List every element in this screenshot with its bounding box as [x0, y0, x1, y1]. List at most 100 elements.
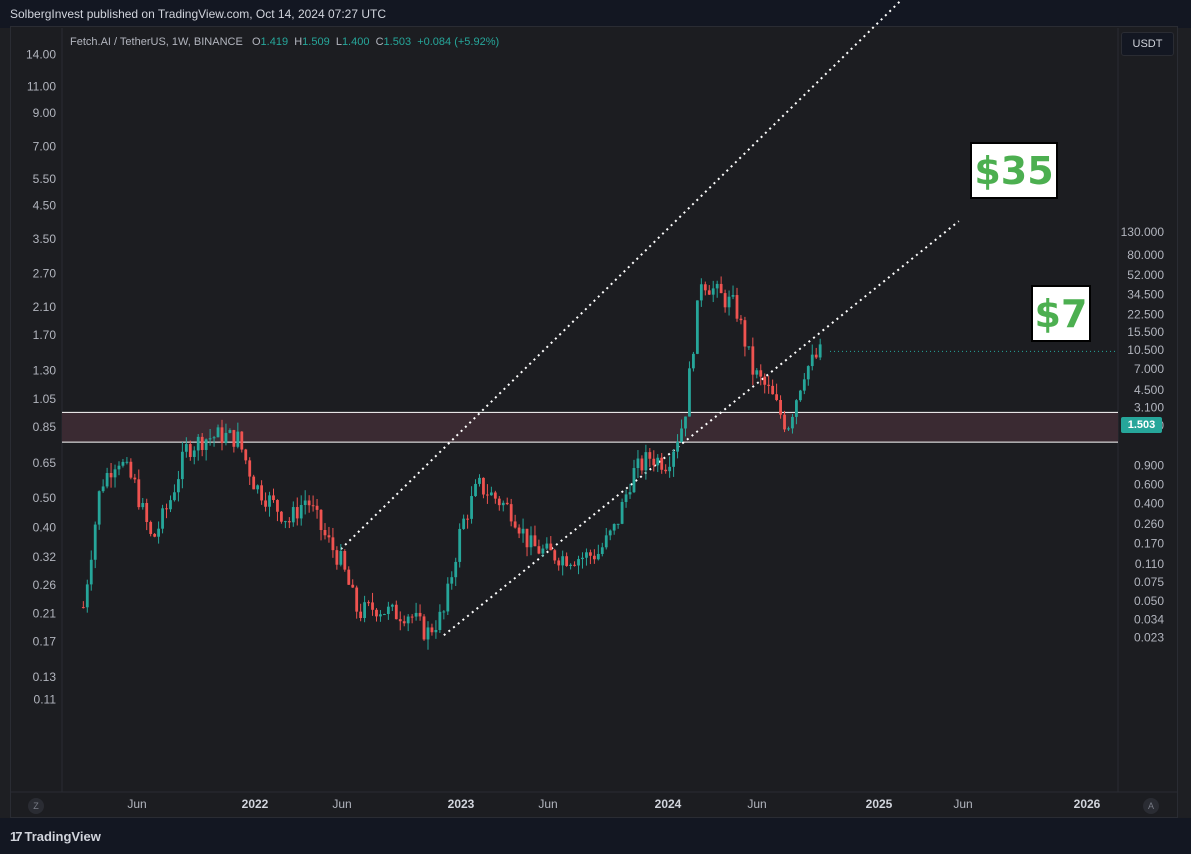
candle-body [379, 614, 382, 617]
legend-high: 1.509 [302, 36, 330, 48]
candle-body [739, 318, 743, 321]
left-axis-tick-label: 0.40 [33, 521, 57, 535]
time-axis-tick-label: 2025 [866, 797, 893, 811]
publisher-text: SolbergInvest published on TradingView.c… [10, 7, 387, 21]
candle-body [264, 500, 267, 507]
candle-body [775, 394, 779, 400]
candle-body [422, 616, 426, 640]
candle-body [125, 461, 129, 463]
candle-body [537, 546, 541, 554]
candle-body [220, 427, 224, 443]
tradingview-logo-icon: 17 [10, 828, 23, 844]
candle-body [632, 468, 636, 493]
left-axis-tick-label: 14.00 [26, 47, 56, 61]
tradingview-logo[interactable]: 17 TradingView [10, 828, 101, 844]
candle-body [109, 473, 113, 478]
candle-body [386, 606, 390, 615]
candle-body [299, 504, 303, 519]
time-axis-tick-label: 2026 [1074, 797, 1101, 811]
candle-body [97, 491, 101, 525]
candle-body [814, 354, 818, 358]
candle-body [430, 627, 434, 633]
candle-body [779, 399, 782, 415]
candle-body [347, 569, 351, 585]
candle-body [117, 465, 121, 470]
candle-body [616, 523, 620, 525]
left-axis-tick-label: 0.17 [33, 634, 57, 648]
candle-body [169, 500, 172, 510]
candle-body [311, 505, 315, 507]
candle-body [640, 458, 644, 471]
right-axis-tick-label: 130.000 [1121, 225, 1165, 239]
candle-body [335, 550, 339, 565]
candle-body [505, 502, 509, 505]
candle-body [363, 602, 367, 619]
candle-body [295, 507, 299, 519]
candle-body [434, 629, 438, 633]
candle-body [755, 370, 759, 375]
left-axis-tick-label: 0.65 [33, 456, 57, 470]
candle-body [260, 485, 264, 501]
candle-body [699, 284, 703, 301]
candle-body [474, 483, 477, 497]
candle-body [232, 430, 236, 447]
candle-body [224, 432, 228, 443]
candle-body [244, 449, 248, 461]
left-axis-tick-label: 5.50 [33, 172, 57, 186]
candle-body [719, 283, 723, 294]
right-axis-tick-label: 10.500 [1127, 343, 1164, 357]
channel-upper-line [340, 0, 903, 550]
currency-button[interactable]: USDT [1121, 32, 1174, 56]
last-price-tag: 1.503 [1121, 417, 1162, 433]
candle-body [303, 500, 307, 505]
candle-body [585, 552, 588, 558]
candle-body [466, 518, 470, 520]
candle-body [787, 428, 790, 430]
legend-c-label: C [375, 36, 384, 48]
left-axis-tick-label: 0.13 [33, 670, 57, 684]
candle-body [85, 584, 89, 608]
candle-body [157, 528, 161, 537]
right-axis-tick-label: 0.034 [1134, 612, 1164, 626]
candle-body [149, 522, 153, 534]
candle-body [137, 479, 141, 508]
log-scale-icon[interactable]: A [1143, 798, 1159, 814]
candle-body [723, 293, 727, 308]
candle-body [771, 385, 775, 395]
candle-body [525, 528, 529, 548]
candle-body [656, 457, 660, 466]
candle-body [680, 428, 683, 442]
candle-body [478, 477, 481, 484]
candle-body [268, 495, 271, 507]
right-axis-tick-label: 3.100 [1134, 400, 1164, 414]
candle-body [517, 527, 521, 534]
candle-body [735, 295, 739, 319]
candle-body [743, 320, 747, 347]
candle-body [414, 612, 418, 617]
candle-body [565, 556, 569, 566]
candle-body [573, 564, 576, 566]
candle-body [89, 559, 93, 585]
candle-body [339, 551, 343, 565]
legend-close: 1.503 [383, 36, 412, 48]
right-axis-tick-label: 0.170 [1134, 537, 1164, 551]
candle-body [188, 444, 192, 457]
candle-body [105, 473, 109, 487]
candle-body [323, 530, 327, 536]
candle-body [549, 543, 553, 551]
auto-scale-icon[interactable]: Z [28, 798, 44, 814]
candle-body [462, 518, 466, 529]
candle-body [592, 555, 596, 560]
candle-body [533, 535, 537, 547]
candle-body [272, 495, 275, 501]
header-bar [0, 0, 1191, 28]
footer-bar [0, 818, 1191, 854]
right-axis-tick-label: 0.600 [1134, 478, 1164, 492]
candle-body [359, 611, 363, 619]
candle-body [501, 502, 505, 506]
candle-body [161, 508, 164, 529]
candle-body [664, 469, 668, 472]
candle-body [93, 524, 97, 560]
candle-body [133, 477, 137, 480]
